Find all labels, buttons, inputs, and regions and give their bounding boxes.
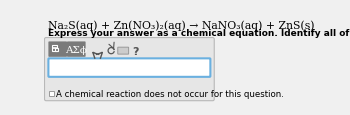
FancyBboxPatch shape [48,42,67,57]
FancyBboxPatch shape [51,46,57,51]
Text: AΣϕ: AΣϕ [65,46,87,55]
FancyBboxPatch shape [44,38,214,101]
FancyBboxPatch shape [118,48,128,55]
FancyBboxPatch shape [49,92,54,96]
FancyBboxPatch shape [67,42,86,57]
Text: Na₂S(aq) + Zn(NO₃)₂(aq) → NaNO₃(aq) + ZnS(s): Na₂S(aq) + Zn(NO₃)₂(aq) → NaNO₃(aq) + Zn… [48,20,314,30]
Text: Express your answer as a chemical equation. Identify all of the phases in your a: Express your answer as a chemical equati… [48,28,350,37]
FancyBboxPatch shape [55,49,58,52]
FancyBboxPatch shape [48,59,210,77]
Text: A chemical reaction does not occur for this question.: A chemical reaction does not occur for t… [56,89,284,98]
Text: ?: ? [132,46,139,56]
